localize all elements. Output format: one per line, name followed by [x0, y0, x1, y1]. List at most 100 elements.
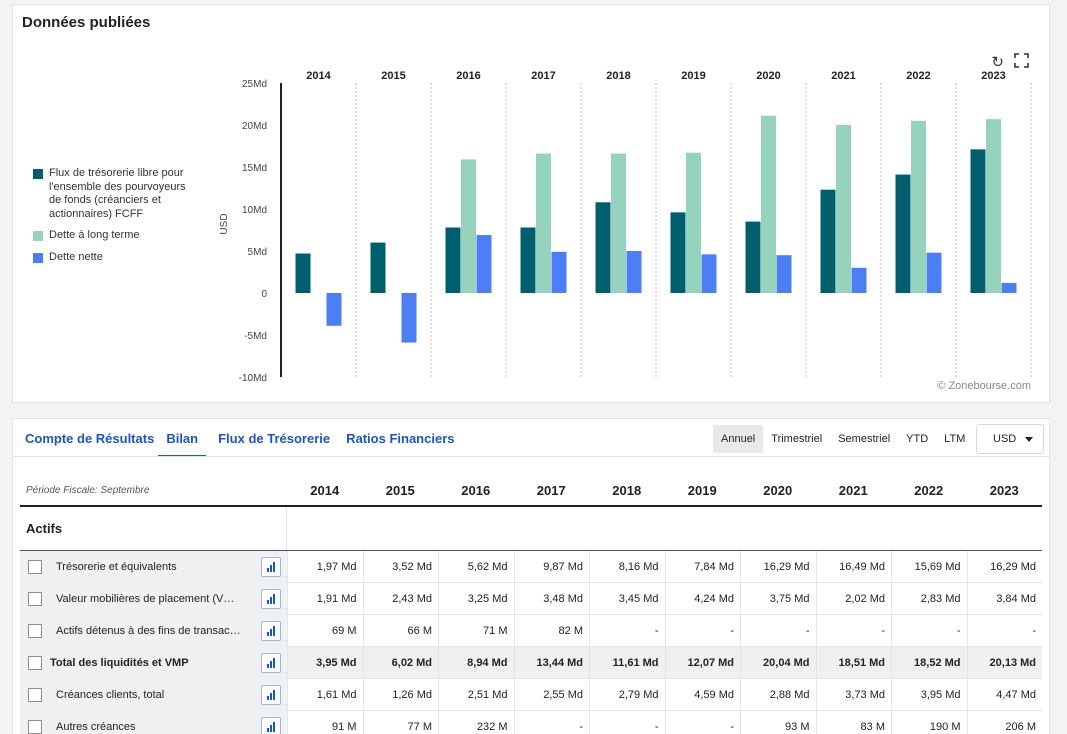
table-cell: -: [815, 614, 892, 647]
row-label-cell: Valeur mobilières de placement (V…: [20, 582, 287, 615]
y-tick-label: 15Md: [242, 163, 267, 174]
table-cell: 18,52 Md: [891, 646, 967, 679]
table-cell: 1,97 Md: [287, 550, 363, 583]
chart-card: Données publiées -10Md -5Md 0 5Md 10Md 15Md 20…: [12, 4, 1050, 403]
table-cell: 15,69 Md: [891, 550, 967, 583]
bar-chart-icon[interactable]: [261, 556, 281, 577]
table-cell: 12,07 Md: [664, 646, 741, 679]
row-label-cell: Trésorerie et équivalents: [20, 550, 287, 583]
row-checkbox[interactable]: [28, 719, 42, 734]
table-cell: -: [664, 710, 741, 734]
x-tick-label: 2023: [981, 70, 1005, 82]
row-checkbox[interactable]: [28, 623, 42, 638]
table-cell: 2,02 Md: [815, 582, 892, 615]
table-cell: -: [589, 614, 665, 647]
year-header: 2020: [763, 482, 793, 498]
row-checkbox[interactable]: [28, 687, 42, 702]
tab-flux-de-tresorerie[interactable]: Flux de Trésorerie: [218, 431, 331, 446]
table-cell: 3,73 Md: [815, 678, 892, 711]
table-cell: 2,83 Md: [891, 582, 967, 615]
currency-select[interactable]: USD: [976, 424, 1044, 454]
legend-swatch-net-debt: [33, 252, 43, 263]
table-cell: 3,45 Md: [589, 582, 665, 615]
table-cell: 11,61 Md: [589, 646, 665, 679]
row-checkbox[interactable]: [28, 591, 42, 606]
year-header: 2014: [310, 482, 340, 498]
table-cell: -: [740, 614, 816, 647]
legend-swatch-fcff: [33, 169, 43, 179]
table-cell: 83 M: [815, 710, 892, 734]
period-trimestriel[interactable]: Trimestriel: [771, 433, 823, 445]
fullscreen-icon[interactable]: [1014, 53, 1029, 72]
bar-long-term-debt: [761, 115, 776, 293]
bar-long-term-debt: [611, 153, 626, 293]
bar-long-term-debt: [536, 153, 551, 293]
bar-fcff: [295, 253, 311, 293]
bar-net-debt: [551, 251, 567, 293]
table-cell: 7,84 Md: [664, 550, 741, 583]
table-cell: 16,29 Md: [966, 550, 1043, 583]
table-cell: -: [589, 710, 665, 734]
year-header: 2017: [536, 482, 566, 498]
legend-item-net-debt[interactable]: Dette nette: [33, 251, 198, 265]
bar-chart-icon[interactable]: [261, 620, 281, 641]
bar-fcff: [595, 202, 611, 293]
table-cell: 2,55 Md: [513, 678, 590, 711]
bar-chart-icon[interactable]: [261, 588, 281, 609]
tabs-divider: [13, 456, 1051, 457]
period-semestriel[interactable]: Semestriel: [838, 433, 891, 445]
bar-long-term-debt: [911, 120, 926, 293]
bar-long-term-debt: [836, 125, 851, 293]
y-axis-label: USD: [219, 213, 230, 234]
table-cell: -: [891, 614, 967, 647]
table-cell: 93 M: [740, 710, 816, 734]
table-card: Compte de Résultats Bilan Flux de Trésor…: [12, 418, 1051, 734]
bar-chart-icon[interactable]: [261, 716, 281, 734]
section-header: Actifs: [20, 507, 1042, 551]
table-cell: 16,29 Md: [740, 550, 816, 583]
period-selector: Annuel Trimestriel Semestriel YTD LTM: [713, 425, 973, 453]
tab-ratios-financiers[interactable]: Ratios Financiers: [346, 431, 455, 446]
bar-net-debt: [851, 267, 867, 293]
legend-label-fcff: Flux de trésorerie libre pour l'ensemble…: [49, 167, 186, 220]
legend-item-long-term-debt[interactable]: Dette à long terme: [33, 229, 198, 243]
table-cell: 69 M: [287, 614, 363, 647]
period-ytd[interactable]: YTD: [906, 433, 929, 445]
row-checkbox[interactable]: [28, 559, 42, 574]
row-label: Créances clients, total: [56, 688, 165, 701]
table-cell: 206 M: [966, 710, 1043, 734]
table-header: Période Fiscale: Septembre 2014 2015 2016 2…: [20, 475, 1042, 507]
table-cell: 91 M: [287, 710, 363, 734]
legend-item-fcff[interactable]: Flux de trésorerie libre pour l'ensemble…: [33, 167, 198, 221]
period-ltm[interactable]: LTM: [944, 433, 966, 445]
table-cell: -: [513, 710, 590, 734]
bar-net-debt: [326, 293, 342, 326]
tab-compte-de-resultats[interactable]: Compte de Résultats: [25, 431, 155, 446]
table-cell: 20,04 Md: [740, 646, 816, 679]
x-tick-label: 2018: [606, 70, 630, 82]
x-tick-label: 2015: [381, 70, 405, 82]
year-header: 2022: [914, 482, 944, 498]
table-cell: 1,26 Md: [362, 678, 439, 711]
table-row: Total des liquidités et VMP 3,95 Md 6,02 M…: [20, 646, 1042, 679]
bar-chart: -10Md -5Md 0 5Md 10Md 15Md 20Md 25Md USD 2014 2015…: [219, 70, 1032, 384]
bar-fcff: [745, 221, 761, 293]
chart-legend: Flux de trésorerie libre pour l'ensemble…: [33, 167, 198, 272]
table-cell: 190 M: [891, 710, 967, 734]
row-label: Valeur mobilières de placement (V…: [56, 592, 235, 605]
table-cell: 1,61 Md: [287, 678, 363, 711]
period-annuel[interactable]: Annuel: [713, 425, 764, 453]
bar-chart-icon[interactable]: [261, 684, 281, 705]
balance-sheet-table: Période Fiscale: Septembre 2014 2015 2016 2…: [20, 475, 1042, 734]
chart-tools: ↻: [991, 53, 1029, 72]
chart-title: Données publiées: [22, 14, 151, 31]
x-tick-label: 2016: [456, 70, 480, 82]
table-cell: 6,02 Md: [362, 646, 439, 679]
row-checkbox[interactable]: [28, 655, 42, 670]
bar-net-debt: [701, 254, 717, 293]
tab-bilan[interactable]: Bilan: [158, 419, 207, 457]
bar-net-debt: [476, 235, 492, 293]
refresh-icon[interactable]: ↻: [991, 54, 1004, 71]
bar-chart-icon[interactable]: [261, 652, 281, 673]
